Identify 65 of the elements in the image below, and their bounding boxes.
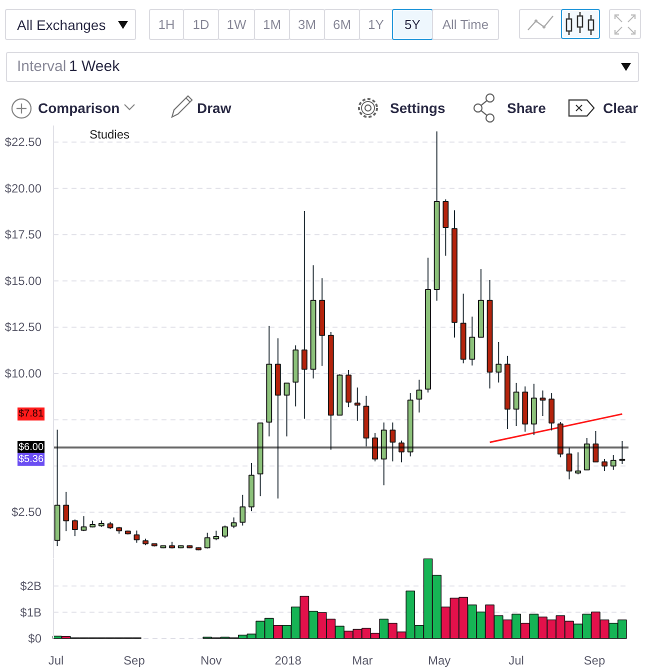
candlestick	[230, 516, 237, 529]
candlestick	[566, 447, 572, 480]
candlestick	[72, 518, 78, 537]
candlestick	[575, 452, 582, 475]
y-tick-label: $10.00	[4, 366, 42, 380]
text: Interval	[17, 58, 66, 76]
x-tick-label: Sep	[124, 654, 146, 668]
text: Clear	[603, 99, 638, 117]
candlestick	[284, 382, 290, 437]
text: Settings	[390, 99, 446, 117]
y-tick-label: $2B	[20, 579, 42, 594]
candlestick	[372, 432, 378, 462]
y-tick-label: $17.50	[4, 228, 42, 242]
y-tick-label: $22.50	[4, 135, 42, 150]
candlestick	[398, 440, 404, 463]
text: 1H	[157, 16, 176, 34]
text: 6M	[332, 16, 352, 34]
y-tick-label: $0	[28, 632, 42, 646]
candlestick	[469, 316, 476, 366]
text: 3M	[296, 16, 318, 34]
candlestick	[540, 390, 546, 417]
text: 1D	[192, 16, 210, 34]
y-tick-label: $2.50	[11, 505, 42, 520]
annotation: Studies	[90, 128, 130, 142]
x-tick-label: Mar	[352, 654, 373, 668]
y-tick-label: $20.00	[4, 181, 42, 196]
text: All Time	[441, 16, 490, 34]
ref-line-label: $6.00	[18, 442, 44, 453]
text: $7.81	[18, 408, 44, 420]
x-tick-label: Nov	[200, 654, 222, 668]
y-tick-label: $15.00	[4, 274, 42, 288]
text: 1Y	[367, 16, 385, 34]
x-tick-label: Jul	[508, 654, 524, 668]
candlestick	[496, 342, 502, 384]
candlestick	[592, 430, 599, 462]
candlestick	[204, 532, 210, 550]
candlestick	[222, 525, 228, 539]
x-tick-label: 2018	[274, 654, 302, 668]
text: $5.36	[18, 454, 44, 465]
text: 5Y	[404, 16, 422, 34]
candlestick	[548, 392, 555, 431]
candlestick	[619, 440, 626, 464]
candlestick	[390, 422, 396, 462]
candlestick	[416, 379, 422, 413]
candlestick	[610, 454, 616, 470]
x-tick-label: Jul	[48, 654, 64, 668]
y-tick-label: $1B	[20, 605, 42, 620]
candlestick	[602, 458, 608, 472]
text: Comparison	[38, 99, 120, 117]
candlestick	[354, 387, 360, 422]
candlestick	[213, 530, 220, 541]
text: Draw	[197, 99, 232, 117]
y-tick-label: $12.50	[4, 320, 42, 334]
candlestick	[240, 494, 246, 526]
candlestick	[301, 210, 308, 420]
text: Share	[507, 99, 546, 117]
text: 1M	[262, 16, 282, 34]
candlestick	[134, 530, 140, 544]
x-tick-label: May	[428, 654, 451, 668]
text: 1W	[226, 16, 248, 34]
text: 1 Week	[69, 58, 120, 76]
text: All Exchanges	[17, 16, 106, 34]
candlestick	[63, 491, 70, 532]
x-tick-label: Sep	[584, 654, 606, 668]
candlestick	[513, 382, 520, 427]
